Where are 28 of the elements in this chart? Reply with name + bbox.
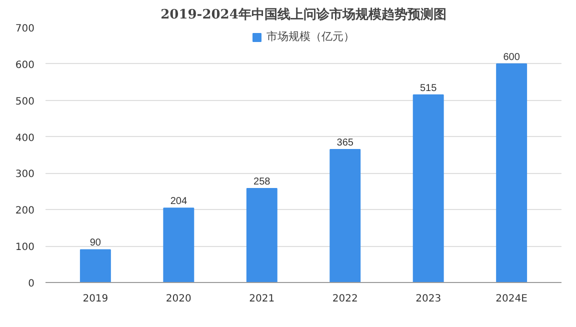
- bar: [412, 94, 444, 282]
- y-tick-label: 500: [15, 96, 35, 108]
- y-tick-label: 200: [15, 206, 35, 217]
- x-tick-label: 2023: [416, 294, 442, 304]
- data-label: 204: [170, 196, 188, 208]
- data-label: 90: [90, 238, 102, 249]
- y-tick-label: 0: [28, 278, 35, 290]
- bar: [246, 188, 278, 282]
- y-tick-label: 700: [15, 24, 35, 34]
- y-tick-label: 400: [15, 132, 35, 144]
- y-tick-label: 600: [15, 60, 35, 71]
- chart-title: 2019-2024年中国线上问诊市场规模趋势预测图: [160, 6, 446, 22]
- x-tick-label: 2021: [249, 294, 275, 304]
- data-label: 365: [336, 138, 354, 149]
- y-tick-label: 100: [15, 242, 35, 254]
- bar: [496, 63, 528, 282]
- x-tick-label: 2024E: [496, 294, 528, 304]
- legend-label: 市场规模（亿元）: [266, 30, 354, 44]
- data-label: 515: [420, 82, 438, 94]
- bar: [163, 208, 194, 282]
- x-tick-label: 2020: [166, 294, 192, 304]
- y-tick-label: 300: [15, 169, 35, 180]
- data-label: 258: [254, 176, 271, 188]
- x-tick-label: 2019: [82, 294, 108, 304]
- bar: [80, 249, 111, 282]
- data-label: 600: [503, 52, 520, 63]
- bar: [330, 149, 361, 282]
- x-tick-label: 2022: [332, 294, 358, 304]
